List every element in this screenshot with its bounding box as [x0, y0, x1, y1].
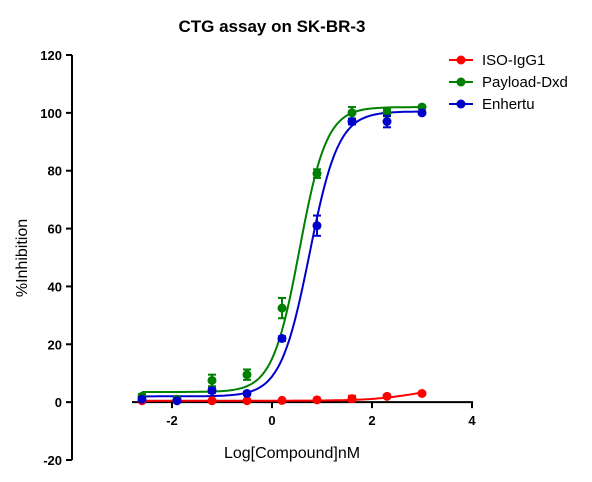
fit-curves [142, 106, 423, 402]
legend-label: Payload-Dxd [482, 74, 568, 91]
x-tick-label: 4 [468, 413, 476, 428]
chart-title: CTG assay on SK-BR-3 [178, 17, 365, 36]
y-axis-label: %Inhibition [14, 219, 31, 297]
fit-curve-enhertu [142, 110, 423, 398]
data-point [137, 394, 147, 404]
data-point [347, 117, 357, 127]
data-point [277, 334, 287, 343]
data-point [242, 370, 252, 380]
x-tick-label: 0 [268, 413, 275, 428]
legend-marker [456, 55, 466, 65]
legend-marker [456, 77, 466, 87]
data-point [277, 395, 287, 405]
y-tick-label: 100 [40, 106, 62, 121]
y-tick-label: 60 [48, 222, 62, 237]
legend-item: Enhertu [449, 96, 535, 113]
data-points [137, 102, 427, 406]
y-tick-label: 40 [48, 279, 62, 294]
data-point [207, 396, 217, 406]
series-enhertu [137, 108, 427, 406]
data-point [312, 221, 322, 231]
data-point [417, 108, 427, 118]
legend-item: Payload-Dxd [449, 74, 568, 91]
data-point [347, 394, 357, 404]
data-point [242, 388, 252, 398]
y-tick-label: 120 [40, 48, 62, 63]
legend-label: Enhertu [482, 96, 535, 113]
data-point [347, 108, 357, 118]
data-point [312, 395, 322, 405]
data-point [382, 391, 392, 401]
data-point [417, 388, 427, 398]
data-point [242, 396, 252, 406]
legend: ISO-IgG1 Payload-Dxd Enhertu [449, 52, 568, 113]
legend-marker [456, 99, 466, 109]
fit-curve-payload-dxd [142, 106, 422, 393]
x-tick-label: -2 [166, 413, 178, 428]
data-point [207, 386, 217, 396]
legend-item: ISO-IgG1 [449, 52, 545, 69]
x-tick-label: 2 [368, 413, 375, 428]
series-iso-igg1 [137, 388, 427, 406]
y-tick-label: -20 [43, 453, 62, 468]
legend-label: ISO-IgG1 [482, 52, 545, 69]
data-point [277, 303, 287, 313]
data-point [382, 117, 392, 127]
y-tick-label: 20 [48, 337, 62, 352]
y-tick-label: 80 [48, 164, 62, 179]
x-axis-label: Log[Compound]nM [224, 445, 360, 462]
data-point [172, 396, 182, 406]
y-tick-label: 0 [55, 395, 62, 410]
data-point [312, 169, 322, 179]
data-point [207, 375, 217, 385]
